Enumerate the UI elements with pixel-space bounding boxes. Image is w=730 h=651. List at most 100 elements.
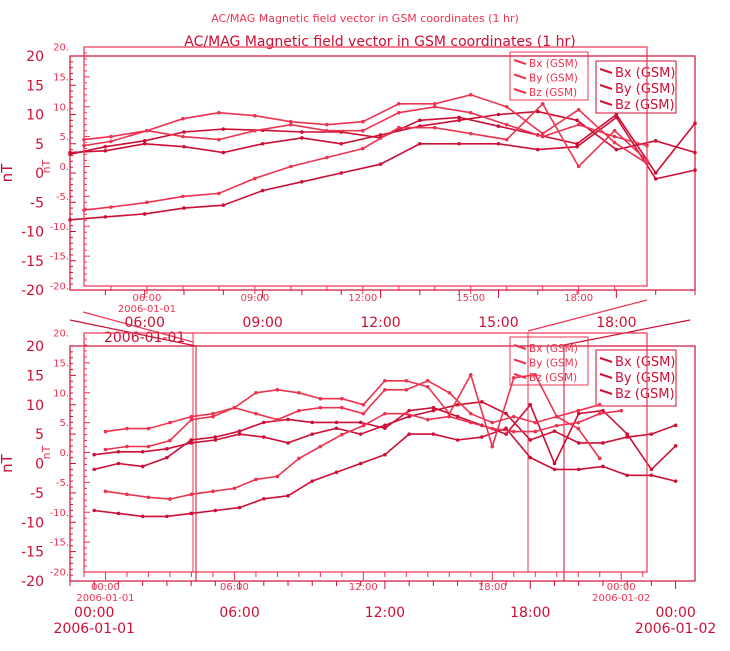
y-tick-label: -5 — [30, 195, 44, 211]
x-tick-label: 12:00 — [365, 605, 405, 621]
data-point — [286, 441, 290, 445]
data-point — [540, 101, 545, 106]
data-point — [361, 402, 366, 407]
data-point — [168, 420, 172, 425]
data-point — [490, 420, 495, 425]
legend: Bx (GSM)By (GSM)Bz (GSM) — [509, 51, 589, 101]
data-point — [504, 411, 508, 416]
y-tick-label: 0 — [35, 457, 44, 473]
legend-swatch — [513, 344, 527, 350]
data-point — [168, 438, 172, 443]
data-point — [232, 405, 237, 410]
data-point — [693, 150, 697, 155]
data-point — [504, 432, 508, 436]
data-point — [92, 467, 97, 472]
legend: Bx (GSM)By (GSM)Bz (GSM) — [595, 60, 677, 114]
data-point — [211, 489, 215, 494]
x-date-label: 2006-01-01 — [104, 330, 185, 346]
data-point — [625, 473, 629, 478]
data-point — [109, 139, 113, 144]
legend-label: By (GSM) — [615, 371, 675, 386]
y-tick-label: 20. — [53, 329, 69, 340]
data-point — [325, 155, 329, 160]
data-point — [340, 405, 344, 410]
data-point — [142, 139, 147, 143]
data-point — [468, 93, 473, 97]
y-tick-label: 15. — [53, 72, 69, 83]
data-point — [378, 162, 383, 167]
data-point — [614, 112, 619, 117]
x-date-label: 2006-01-02 — [592, 593, 650, 604]
data-point — [645, 161, 649, 166]
data-point — [533, 373, 538, 377]
data-point — [528, 438, 533, 442]
data-point — [480, 435, 484, 439]
data-point — [189, 511, 193, 516]
data-point — [213, 508, 218, 513]
data-point — [673, 444, 678, 448]
legend-label: By (GSM) — [615, 82, 675, 97]
zoom-connector-line — [82, 311, 194, 343]
data-point — [407, 432, 411, 436]
plot-frame — [69, 55, 696, 291]
data-point — [653, 171, 658, 175]
y-tick-label: -15. — [49, 252, 69, 263]
legend-swatch — [599, 357, 613, 363]
y-axis-label: nT — [0, 163, 16, 183]
y-tick-label: 15 — [26, 368, 44, 384]
data-point — [254, 411, 258, 416]
data-point — [396, 110, 401, 115]
series-line — [105, 372, 601, 459]
y-tick-label: -10. — [49, 222, 69, 233]
x-tick-label: 12:00 — [360, 315, 400, 331]
data-point — [213, 438, 218, 442]
data-point — [361, 423, 366, 428]
data-point — [383, 426, 387, 431]
data-point — [181, 194, 185, 199]
data-point — [431, 405, 436, 410]
top-panel-secondary-layer: AC/MAG Magnetic field vector in GSM coor… — [40, 12, 649, 315]
data-point — [325, 128, 329, 133]
legend-label: Bz (GSM) — [615, 387, 675, 402]
data-point — [407, 414, 411, 419]
data-point — [490, 444, 495, 449]
legend-swatch — [513, 358, 527, 365]
y-axis-label: nT — [40, 445, 53, 459]
chart-title: AC/MAG Magnetic field vector in GSM coor… — [184, 34, 575, 50]
y-tick-label: 20 — [26, 49, 44, 65]
data-point — [653, 177, 658, 181]
data-point — [253, 128, 257, 133]
legend-swatch — [513, 88, 527, 94]
data-point — [289, 164, 293, 169]
data-point — [82, 137, 86, 142]
data-point — [432, 101, 437, 106]
data-point — [217, 137, 221, 142]
y-tick-label: -20. — [49, 568, 69, 579]
data-point — [289, 119, 293, 124]
x-tick-label: 06:00 — [133, 293, 162, 304]
y-tick-label: -5. — [56, 192, 69, 203]
data-point — [426, 384, 430, 389]
data-point — [300, 130, 304, 134]
data-point — [404, 379, 409, 383]
data-point — [396, 101, 401, 106]
data-point — [468, 131, 473, 136]
data-point — [340, 432, 344, 437]
data-point — [103, 429, 108, 434]
data-point — [480, 400, 484, 404]
bottom-panel-secondary-layer: nT 20. 15. 10. 5. 0. -5. -10. -15. -20. 00:00 06:00… — [40, 329, 650, 604]
data-point — [339, 141, 344, 146]
data-point — [504, 122, 509, 127]
y-tick-label: 10. — [53, 102, 69, 113]
data-point — [260, 141, 265, 146]
data-point — [142, 141, 147, 146]
data-point — [418, 118, 422, 123]
data-point — [383, 387, 387, 392]
data-point — [576, 164, 581, 169]
data-point — [504, 137, 509, 142]
data-point — [286, 494, 290, 498]
legend-swatch — [599, 389, 613, 395]
legend-label: Bz (GSM) — [529, 372, 577, 384]
data-point — [116, 511, 121, 516]
